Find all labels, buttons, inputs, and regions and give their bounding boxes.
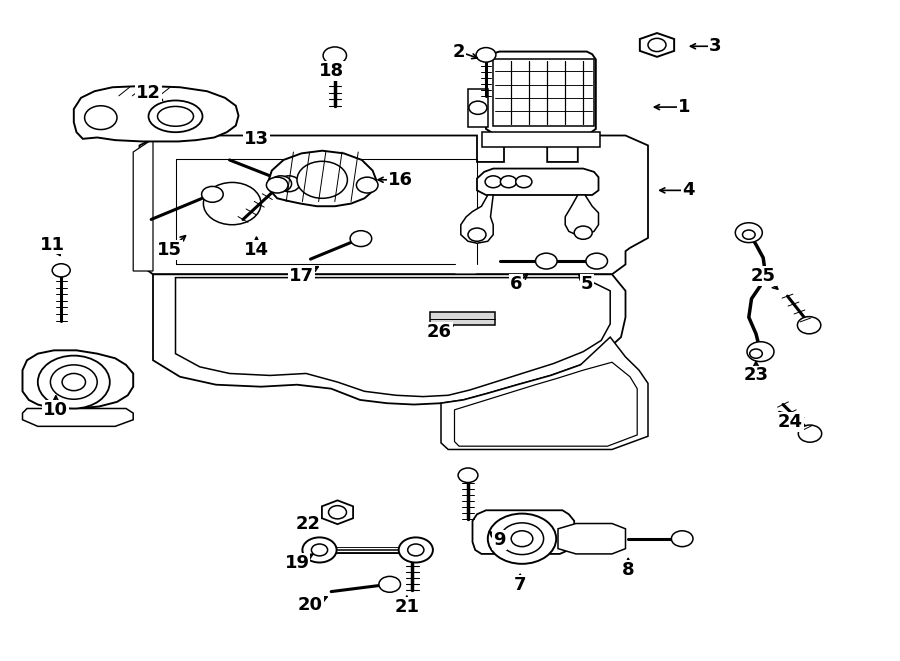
Circle shape <box>311 544 328 556</box>
Text: 14: 14 <box>244 241 269 259</box>
Polygon shape <box>454 362 637 446</box>
Text: 21: 21 <box>394 598 419 616</box>
Circle shape <box>516 176 532 188</box>
Circle shape <box>356 177 378 193</box>
Text: 20: 20 <box>298 596 323 614</box>
Circle shape <box>469 101 487 114</box>
Polygon shape <box>22 408 133 426</box>
Ellipse shape <box>158 106 194 126</box>
Circle shape <box>742 230 755 239</box>
Circle shape <box>270 176 292 192</box>
Text: 11: 11 <box>40 235 65 254</box>
Polygon shape <box>74 86 238 141</box>
Circle shape <box>266 177 288 193</box>
Circle shape <box>747 342 774 362</box>
Text: 9: 9 <box>493 531 506 549</box>
Polygon shape <box>493 59 594 126</box>
Text: 3: 3 <box>709 37 722 56</box>
Polygon shape <box>176 278 610 397</box>
Circle shape <box>536 253 557 269</box>
Bar <box>430 312 495 325</box>
Text: 1: 1 <box>678 98 690 116</box>
Polygon shape <box>322 500 353 524</box>
Circle shape <box>379 576 400 592</box>
Circle shape <box>574 226 592 239</box>
Polygon shape <box>477 169 598 195</box>
Text: 16: 16 <box>388 171 413 189</box>
Circle shape <box>797 317 821 334</box>
Circle shape <box>798 425 822 442</box>
Polygon shape <box>133 139 153 271</box>
Circle shape <box>278 176 300 192</box>
Text: 7: 7 <box>514 576 526 594</box>
Circle shape <box>350 231 372 247</box>
Circle shape <box>485 176 501 188</box>
Circle shape <box>586 253 608 269</box>
Text: 25: 25 <box>751 267 776 286</box>
Text: 6: 6 <box>509 275 522 293</box>
Text: 5: 5 <box>580 275 593 293</box>
Circle shape <box>511 531 533 547</box>
Text: 15: 15 <box>157 241 182 259</box>
Text: 8: 8 <box>622 561 634 579</box>
Text: 17: 17 <box>289 267 314 286</box>
Circle shape <box>85 106 117 130</box>
Circle shape <box>297 161 347 198</box>
Text: 10: 10 <box>43 401 68 419</box>
Text: 18: 18 <box>319 62 344 81</box>
Text: 2: 2 <box>453 42 465 61</box>
Polygon shape <box>565 195 599 235</box>
Circle shape <box>50 365 97 399</box>
Circle shape <box>38 356 110 408</box>
Polygon shape <box>441 337 648 449</box>
Text: 13: 13 <box>244 130 269 148</box>
Text: 26: 26 <box>427 323 452 341</box>
Text: 12: 12 <box>136 83 161 102</box>
Circle shape <box>458 468 478 483</box>
Circle shape <box>202 186 223 202</box>
Circle shape <box>500 523 544 555</box>
Circle shape <box>488 514 556 564</box>
Circle shape <box>52 264 70 277</box>
Circle shape <box>500 176 517 188</box>
Polygon shape <box>22 350 133 408</box>
Circle shape <box>302 537 337 563</box>
Ellipse shape <box>148 100 202 132</box>
Circle shape <box>62 373 86 391</box>
Polygon shape <box>268 151 376 206</box>
Circle shape <box>468 228 486 241</box>
Circle shape <box>648 38 666 52</box>
Bar <box>482 132 600 147</box>
Text: 23: 23 <box>743 366 769 385</box>
Polygon shape <box>140 136 648 288</box>
Text: 24: 24 <box>778 412 803 431</box>
Polygon shape <box>472 510 574 554</box>
Circle shape <box>476 48 496 62</box>
Circle shape <box>328 506 346 519</box>
Circle shape <box>750 349 762 358</box>
Circle shape <box>203 182 261 225</box>
Polygon shape <box>640 33 674 57</box>
Circle shape <box>408 544 424 556</box>
Circle shape <box>399 537 433 563</box>
Text: 22: 22 <box>295 514 320 533</box>
Polygon shape <box>461 195 493 243</box>
Circle shape <box>735 223 762 243</box>
Bar <box>468 89 488 127</box>
Polygon shape <box>486 52 596 134</box>
Circle shape <box>323 47 346 64</box>
Polygon shape <box>153 274 626 405</box>
Text: 4: 4 <box>682 181 695 200</box>
Polygon shape <box>558 524 626 554</box>
Text: 19: 19 <box>284 554 310 572</box>
Circle shape <box>671 531 693 547</box>
